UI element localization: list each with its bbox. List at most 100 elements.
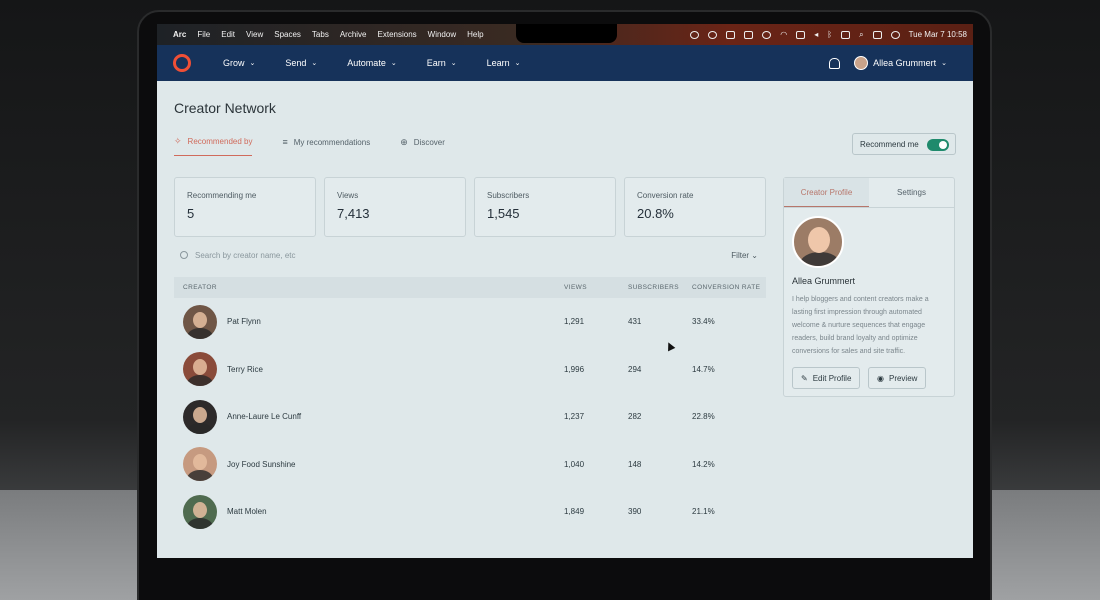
creator-name[interactable]: Matt Molen <box>227 507 267 517</box>
convertkit-logo-icon[interactable] <box>173 54 191 72</box>
menu-spaces[interactable]: Spaces <box>274 30 301 39</box>
status-icon[interactable] <box>708 30 718 39</box>
search-icon <box>180 251 188 259</box>
wifi-icon[interactable]: ◠ <box>780 30 788 39</box>
nav-item-label: Earn <box>426 58 446 68</box>
nav-item-send[interactable]: Send ⌄ <box>285 58 317 68</box>
creator-name[interactable]: Joy Food Sunshine <box>227 459 296 469</box>
spotlight-icon[interactable]: ⌕ <box>859 29 864 39</box>
views-cell: 1,237 <box>564 412 585 422</box>
subscribers-cell: 148 <box>628 459 642 469</box>
bluetooth-icon[interactable]: ᛒ <box>827 30 833 39</box>
bell-icon[interactable] <box>829 57 841 69</box>
recommend-me-toggle[interactable] <box>927 139 949 151</box>
nav-item-earn[interactable]: Earn ⌄ <box>427 58 457 68</box>
views-cell: 1,040 <box>564 459 585 469</box>
nav-item-label: Send <box>285 58 307 68</box>
views-cell: 1,849 <box>564 507 585 517</box>
column-header-views[interactable]: VIEWS <box>564 284 587 291</box>
chevron-down-icon: ⌄ <box>390 60 397 67</box>
conversion-cell: 22.8% <box>692 412 715 422</box>
tab-label: Discover <box>413 137 445 147</box>
chevron-down-icon: ⌄ <box>249 60 256 67</box>
menu-app-name[interactable]: Arc <box>173 30 187 39</box>
sparkle-icon: ✧ <box>174 136 182 146</box>
views-cell: 1,291 <box>564 317 585 327</box>
chevron-down-icon: ⌄ <box>450 60 457 67</box>
nav-item-learn[interactable]: Learn ⌄ <box>487 58 521 68</box>
creator-cell: Anne-Laure Le Cunff <box>174 399 564 434</box>
chevron-down-icon: ⌄ <box>941 60 947 67</box>
edit-profile-button[interactable]: ✎ Edit Profile <box>792 367 861 389</box>
creator-name[interactable]: Pat Flynn <box>227 317 261 327</box>
creator-profile-panel: Creator Profile Settings Allea Grummert … <box>783 177 955 397</box>
battery-icon[interactable] <box>796 30 806 39</box>
nav-item-grow[interactable]: Grow ⌄ <box>223 58 255 68</box>
menu-view[interactable]: View <box>246 30 264 39</box>
tab-creator-profile[interactable]: Creator Profile <box>784 178 869 207</box>
stat-card: Views 7,413 <box>324 177 466 237</box>
tab-settings[interactable]: Settings <box>897 188 926 197</box>
recommend-me-control: Recommend me <box>852 133 956 155</box>
column-header-conversion-rate[interactable]: CONVERSION RATE <box>692 284 761 291</box>
tab-my-recommendations[interactable]: ≡ My recommendations <box>282 136 370 156</box>
menu-file[interactable]: File <box>197 30 211 39</box>
nav-item-label: Automate <box>347 58 386 68</box>
status-icon[interactable] <box>726 30 736 39</box>
conversion-cell: 21.1% <box>692 507 715 517</box>
creator-name[interactable]: Anne-Laure Le Cunff <box>227 412 302 422</box>
table-row[interactable]: Matt Molen 1,849 390 21.1% <box>174 488 766 536</box>
menu-tabs[interactable]: Tabs <box>311 30 329 39</box>
control-center-icon[interactable] <box>872 30 882 39</box>
stat-value: 20.8% <box>637 206 674 221</box>
status-icon[interactable] <box>841 30 851 39</box>
tab-label: My recommendations <box>293 137 371 147</box>
avatar <box>854 56 869 70</box>
filter-button[interactable]: Filter ⌄ <box>731 251 758 260</box>
nav-item-automate[interactable]: Automate ⌄ <box>347 58 396 68</box>
tab-recommended-by[interactable]: ✧ Recommended by <box>174 136 253 156</box>
menu-window[interactable]: Window <box>427 30 457 39</box>
status-icon[interactable] <box>690 30 700 39</box>
search-row: Search by creator name, etc Filter ⌄ <box>174 251 766 267</box>
views-cell: 1,996 <box>564 364 585 374</box>
nav-item-label: Grow <box>223 58 245 68</box>
stat-card: Conversion rate 20.8% <box>624 177 766 237</box>
search-input[interactable]: Search by creator name, etc <box>195 251 296 260</box>
menu-help[interactable]: Help <box>467 30 484 39</box>
tab-label: Recommended by <box>187 137 253 146</box>
nav-right: Allea Grummert ⌄ <box>829 45 947 81</box>
siri-icon[interactable] <box>890 30 900 39</box>
status-icon[interactable] <box>762 30 772 39</box>
table-row[interactable]: Terry Rice 1,996 294 14.7% <box>174 346 766 394</box>
tab-discover[interactable]: ⊕ Discover <box>400 136 445 156</box>
creator-cell: Matt Molen <box>174 494 564 529</box>
stats-row: Recommending me 5 Views 7,413 Subscriber… <box>174 177 766 237</box>
menu-extensions[interactable]: Extensions <box>377 30 417 39</box>
column-header-creator[interactable]: CREATOR <box>183 284 217 291</box>
status-icon[interactable] <box>744 30 754 39</box>
camera-notch <box>516 24 617 43</box>
table-row[interactable]: Joy Food Sunshine 1,040 148 14.2% <box>174 441 766 489</box>
user-menu[interactable]: Allea Grummert ⌄ <box>854 56 947 70</box>
menubar-datetime[interactable]: Tue Mar 7 10:58 <box>908 30 967 39</box>
volume-icon[interactable]: ◂ <box>814 30 819 39</box>
preview-button[interactable]: ◉ Preview <box>868 367 927 389</box>
menu-archive[interactable]: Archive <box>339 30 367 39</box>
avatar <box>183 352 217 387</box>
conversion-cell: 14.7% <box>692 364 715 374</box>
stat-label: Conversion rate <box>637 191 694 200</box>
filter-label: Filter <box>731 251 750 260</box>
creator-name[interactable]: Terry Rice <box>227 364 264 374</box>
table-row[interactable]: Anne-Laure Le Cunff 1,237 282 22.8% <box>174 393 766 441</box>
main-content: Creator Network ✧ Recommended by ≡ My re… <box>157 81 973 558</box>
avatar <box>183 447 217 482</box>
stat-label: Recommending me <box>187 191 257 200</box>
chevron-down-icon: ⌄ <box>751 251 758 260</box>
menu-edit[interactable]: Edit <box>221 30 236 39</box>
pencil-icon: ✎ <box>801 373 808 383</box>
table-row[interactable]: Pat Flynn 1,291 431 33.4% <box>174 298 766 346</box>
column-header-subscribers[interactable]: SUBSCRIBERS <box>628 284 679 291</box>
macos-menubar: Arc File Edit View Spaces Tabs Archive E… <box>157 24 973 45</box>
stat-value: 5 <box>187 206 195 221</box>
